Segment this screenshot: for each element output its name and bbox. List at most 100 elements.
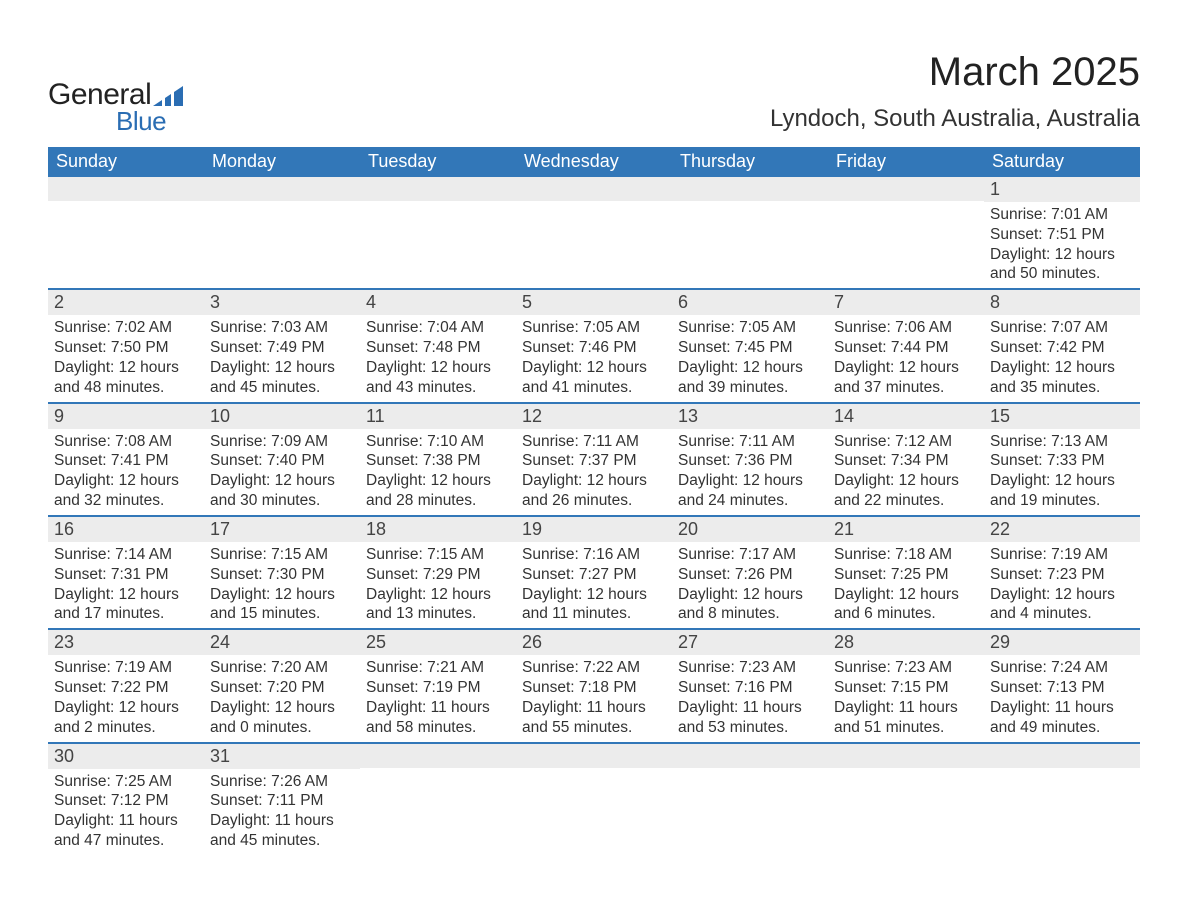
calendar-cell: 11Sunrise: 7:10 AMSunset: 7:38 PMDayligh…	[360, 404, 516, 515]
sunrise-line: Sunrise: 7:26 AM	[210, 772, 354, 792]
day-number: 22	[984, 517, 1140, 542]
daylight-line: Daylight: 12 hours and 37 minutes.	[834, 358, 978, 398]
daylight-line: Daylight: 12 hours and 19 minutes.	[990, 471, 1134, 511]
daylight-line: Daylight: 12 hours and 8 minutes.	[678, 585, 822, 625]
day-number: 3	[204, 290, 360, 315]
sunrise-line: Sunrise: 7:04 AM	[366, 318, 510, 338]
sunset-line: Sunset: 7:22 PM	[54, 678, 198, 698]
daylight-line: Daylight: 12 hours and 0 minutes.	[210, 698, 354, 738]
day-number: 7	[828, 290, 984, 315]
day-number: 11	[360, 404, 516, 429]
day-details: Sunrise: 7:22 AMSunset: 7:18 PMDaylight:…	[516, 655, 672, 741]
calendar-row: 9Sunrise: 7:08 AMSunset: 7:41 PMDaylight…	[48, 402, 1140, 515]
sunrise-line: Sunrise: 7:09 AM	[210, 432, 354, 452]
calendar-cell: 6Sunrise: 7:05 AMSunset: 7:45 PMDaylight…	[672, 290, 828, 401]
day-details: Sunrise: 7:10 AMSunset: 7:38 PMDaylight:…	[360, 429, 516, 515]
calendar-cell: 28Sunrise: 7:23 AMSunset: 7:15 PMDayligh…	[828, 630, 984, 741]
sunrise-line: Sunrise: 7:22 AM	[522, 658, 666, 678]
day-details: Sunrise: 7:12 AMSunset: 7:34 PMDaylight:…	[828, 429, 984, 515]
empty-day-bar	[516, 177, 672, 201]
sunset-line: Sunset: 7:18 PM	[522, 678, 666, 698]
sunrise-line: Sunrise: 7:17 AM	[678, 545, 822, 565]
day-number: 8	[984, 290, 1140, 315]
calendar-cell: 4Sunrise: 7:04 AMSunset: 7:48 PMDaylight…	[360, 290, 516, 401]
calendar-cell: 1Sunrise: 7:01 AMSunset: 7:51 PMDaylight…	[984, 177, 1140, 288]
calendar-row: 30Sunrise: 7:25 AMSunset: 7:12 PMDayligh…	[48, 742, 1140, 855]
sunrise-line: Sunrise: 7:14 AM	[54, 545, 198, 565]
sunrise-line: Sunrise: 7:21 AM	[366, 658, 510, 678]
day-details: Sunrise: 7:07 AMSunset: 7:42 PMDaylight:…	[984, 315, 1140, 401]
calendar-cell: 27Sunrise: 7:23 AMSunset: 7:16 PMDayligh…	[672, 630, 828, 741]
daylight-line: Daylight: 12 hours and 39 minutes.	[678, 358, 822, 398]
day-number: 25	[360, 630, 516, 655]
sunset-line: Sunset: 7:44 PM	[834, 338, 978, 358]
sunset-line: Sunset: 7:20 PM	[210, 678, 354, 698]
header-row: General Blue March 2025 Lyndoch, South A…	[48, 50, 1140, 137]
day-number: 28	[828, 630, 984, 655]
sunset-line: Sunset: 7:12 PM	[54, 791, 198, 811]
calendar-cell: 26Sunrise: 7:22 AMSunset: 7:18 PMDayligh…	[516, 630, 672, 741]
sunrise-line: Sunrise: 7:19 AM	[990, 545, 1134, 565]
sunrise-line: Sunrise: 7:11 AM	[522, 432, 666, 452]
calendar-row: 16Sunrise: 7:14 AMSunset: 7:31 PMDayligh…	[48, 515, 1140, 628]
day-details: Sunrise: 7:05 AMSunset: 7:46 PMDaylight:…	[516, 315, 672, 401]
daylight-line: Daylight: 12 hours and 30 minutes.	[210, 471, 354, 511]
sunrise-line: Sunrise: 7:11 AM	[678, 432, 822, 452]
sunrise-line: Sunrise: 7:12 AM	[834, 432, 978, 452]
daylight-line: Daylight: 12 hours and 28 minutes.	[366, 471, 510, 511]
day-number: 5	[516, 290, 672, 315]
day-details: Sunrise: 7:05 AMSunset: 7:45 PMDaylight:…	[672, 315, 828, 401]
empty-day-bar	[828, 744, 984, 768]
daylight-line: Daylight: 12 hours and 24 minutes.	[678, 471, 822, 511]
day-number: 19	[516, 517, 672, 542]
day-details: Sunrise: 7:23 AMSunset: 7:16 PMDaylight:…	[672, 655, 828, 741]
day-number: 31	[204, 744, 360, 769]
sunrise-line: Sunrise: 7:05 AM	[522, 318, 666, 338]
day-details: Sunrise: 7:13 AMSunset: 7:33 PMDaylight:…	[984, 429, 1140, 515]
calendar-row: 2Sunrise: 7:02 AMSunset: 7:50 PMDaylight…	[48, 288, 1140, 401]
calendar-cell: 31Sunrise: 7:26 AMSunset: 7:11 PMDayligh…	[204, 744, 360, 855]
calendar-cell	[48, 177, 204, 288]
sunset-line: Sunset: 7:41 PM	[54, 451, 198, 471]
logo-text-blue: Blue	[116, 106, 183, 137]
calendar-cell	[984, 744, 1140, 855]
sunset-line: Sunset: 7:36 PM	[678, 451, 822, 471]
day-header-wed: Wednesday	[516, 147, 672, 177]
sunrise-line: Sunrise: 7:06 AM	[834, 318, 978, 338]
day-header-sat: Saturday	[984, 147, 1140, 177]
day-number: 24	[204, 630, 360, 655]
empty-day-bar	[672, 744, 828, 768]
sunrise-line: Sunrise: 7:03 AM	[210, 318, 354, 338]
sunset-line: Sunset: 7:37 PM	[522, 451, 666, 471]
sunset-line: Sunset: 7:23 PM	[990, 565, 1134, 585]
sunset-line: Sunset: 7:19 PM	[366, 678, 510, 698]
calendar-cell: 5Sunrise: 7:05 AMSunset: 7:46 PMDaylight…	[516, 290, 672, 401]
sunset-line: Sunset: 7:50 PM	[54, 338, 198, 358]
sunset-line: Sunset: 7:51 PM	[990, 225, 1134, 245]
sunrise-line: Sunrise: 7:01 AM	[990, 205, 1134, 225]
day-number: 21	[828, 517, 984, 542]
day-number: 4	[360, 290, 516, 315]
sunset-line: Sunset: 7:26 PM	[678, 565, 822, 585]
day-number: 17	[204, 517, 360, 542]
day-details: Sunrise: 7:09 AMSunset: 7:40 PMDaylight:…	[204, 429, 360, 515]
daylight-line: Daylight: 11 hours and 47 minutes.	[54, 811, 198, 851]
sunrise-line: Sunrise: 7:16 AM	[522, 545, 666, 565]
day-number: 18	[360, 517, 516, 542]
logo: General Blue	[48, 78, 183, 137]
empty-day-bar	[672, 177, 828, 201]
sunset-line: Sunset: 7:45 PM	[678, 338, 822, 358]
day-details: Sunrise: 7:20 AMSunset: 7:20 PMDaylight:…	[204, 655, 360, 741]
empty-day-bar	[360, 744, 516, 768]
sunset-line: Sunset: 7:13 PM	[990, 678, 1134, 698]
daylight-line: Daylight: 12 hours and 32 minutes.	[54, 471, 198, 511]
calendar-cell: 17Sunrise: 7:15 AMSunset: 7:30 PMDayligh…	[204, 517, 360, 628]
daylight-line: Daylight: 12 hours and 13 minutes.	[366, 585, 510, 625]
sunset-line: Sunset: 7:11 PM	[210, 791, 354, 811]
day-number: 1	[984, 177, 1140, 202]
day-number: 9	[48, 404, 204, 429]
calendar-cell: 24Sunrise: 7:20 AMSunset: 7:20 PMDayligh…	[204, 630, 360, 741]
daylight-line: Daylight: 12 hours and 41 minutes.	[522, 358, 666, 398]
daylight-line: Daylight: 12 hours and 4 minutes.	[990, 585, 1134, 625]
daylight-line: Daylight: 12 hours and 15 minutes.	[210, 585, 354, 625]
